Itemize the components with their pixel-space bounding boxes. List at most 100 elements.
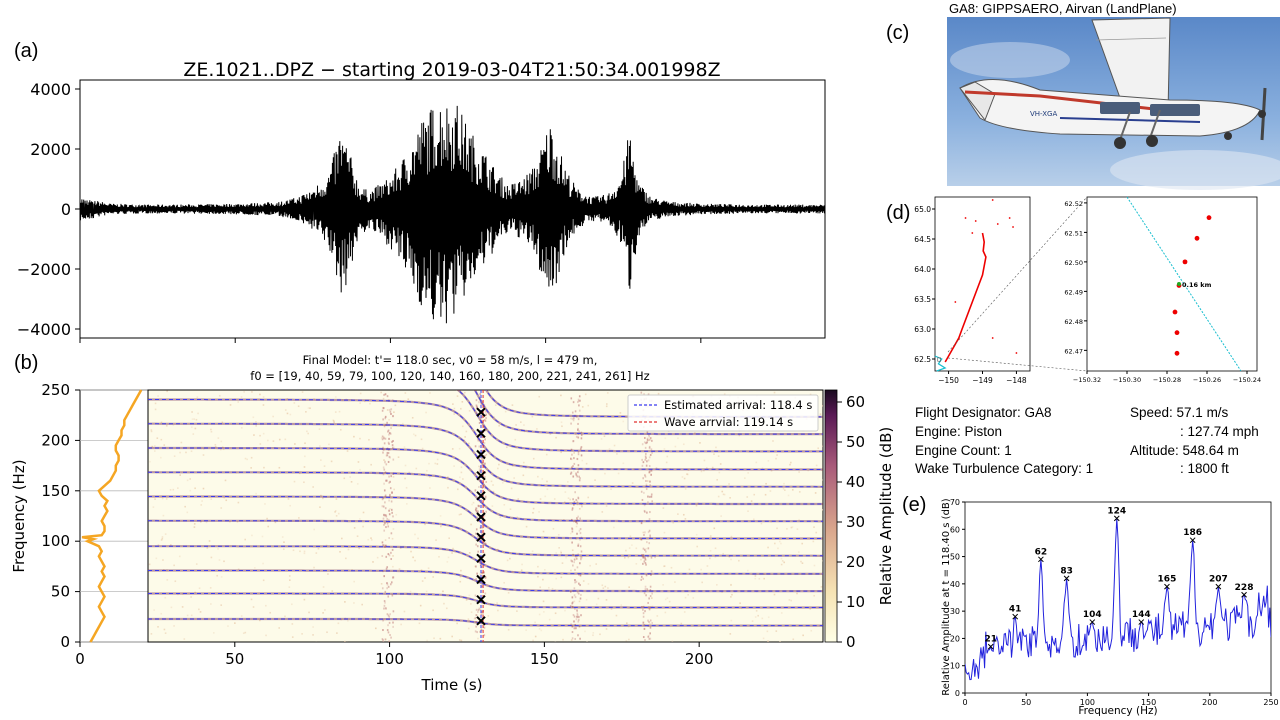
- band-speck: [650, 469, 653, 472]
- band-speck: [383, 482, 385, 485]
- band-speck: [574, 410, 577, 413]
- texture-speck: [754, 575, 757, 577]
- band-speck: [475, 507, 478, 510]
- texture-speck: [542, 530, 545, 533]
- texture-speck: [320, 459, 322, 461]
- band-speck: [576, 522, 578, 525]
- info-speed: Speed: 57.1 m/s: [1130, 405, 1229, 420]
- texture-speck: [195, 563, 198, 565]
- band-speck: [576, 609, 578, 612]
- texture-speck: [635, 563, 638, 565]
- texture-speck: [585, 462, 588, 465]
- texture-speck: [334, 411, 337, 413]
- band-speck: [389, 410, 392, 413]
- band-speck: [392, 576, 394, 579]
- band-speck: [643, 441, 646, 444]
- texture-speck: [663, 531, 666, 534]
- band-speck: [641, 555, 644, 558]
- texture-speck: [319, 506, 321, 509]
- info-engine: Engine: Piston: [915, 424, 1003, 439]
- texture-speck: [538, 511, 540, 513]
- texture-speck: [537, 565, 539, 568]
- texture-speck: [201, 500, 203, 502]
- aircraft-caption: GA8: GIPPSAERO, Airvan (LandPlane): [947, 1, 1179, 16]
- texture-speck: [815, 464, 818, 467]
- texture-speck: [557, 533, 560, 536]
- band-speck: [484, 427, 486, 430]
- band-speck: [574, 581, 576, 584]
- texture-speck: [428, 476, 431, 478]
- texture-speck: [429, 487, 431, 489]
- texture-speck: [543, 611, 545, 613]
- texture-speck: [315, 641, 318, 642]
- texture-speck: [453, 413, 455, 415]
- band-speck: [382, 446, 384, 449]
- d-right-xtick-label: −150.28: [1153, 376, 1181, 384]
- band-speck: [642, 461, 645, 464]
- band-speck: [576, 614, 579, 617]
- texture-speck: [153, 609, 155, 611]
- band-speck: [381, 498, 384, 501]
- texture-speck: [522, 461, 525, 464]
- texture-speck: [730, 558, 732, 561]
- track-point: [991, 199, 994, 201]
- band-speck: [577, 427, 579, 430]
- texture-speck: [490, 480, 493, 483]
- band-speck: [386, 582, 388, 585]
- texture-speck: [305, 411, 307, 413]
- band-speck: [477, 504, 480, 507]
- band-speck: [387, 553, 390, 556]
- texture-speck: [515, 447, 517, 449]
- texture-speck: [169, 489, 172, 491]
- band-speck: [392, 439, 394, 442]
- texture-speck: [161, 537, 164, 540]
- peak-label: 62: [1035, 547, 1048, 557]
- d-left-xtick-label: −148: [1006, 376, 1027, 385]
- texture-speck: [174, 580, 177, 583]
- texture-speck: [460, 466, 463, 469]
- texture-speck: [164, 632, 167, 634]
- a-ytick-label: 0: [61, 200, 71, 219]
- texture-speck: [563, 519, 565, 521]
- texture-speck: [191, 426, 193, 428]
- band-speck: [479, 470, 482, 473]
- band-speck: [388, 518, 390, 521]
- texture-speck: [513, 477, 515, 479]
- band-speck: [387, 631, 390, 634]
- texture-speck: [605, 405, 608, 408]
- texture-speck: [722, 552, 724, 555]
- band-speck: [648, 542, 651, 545]
- texture-speck: [649, 622, 651, 625]
- texture-speck: [392, 555, 394, 557]
- texture-speck: [464, 436, 466, 438]
- texture-speck: [628, 638, 630, 641]
- texture-speck: [699, 442, 701, 444]
- band-speck: [650, 570, 653, 573]
- texture-speck: [763, 577, 766, 580]
- texture-speck: [262, 396, 265, 398]
- texture-speck: [783, 482, 785, 485]
- texture-speck: [558, 547, 560, 549]
- band-speck: [384, 423, 387, 426]
- texture-speck: [461, 425, 464, 428]
- texture-speck: [313, 566, 315, 569]
- texture-speck: [154, 402, 157, 405]
- band-speck: [645, 457, 647, 460]
- texture-speck: [400, 623, 402, 626]
- texture-speck: [470, 603, 472, 605]
- texture-speck: [738, 559, 740, 562]
- texture-speck: [595, 603, 598, 606]
- texture-speck: [173, 564, 175, 567]
- texture-speck: [777, 547, 779, 550]
- d-left-ytick-label: 65.0: [914, 205, 931, 214]
- band-speck: [384, 393, 387, 396]
- texture-speck: [623, 556, 626, 559]
- band-speck: [474, 594, 477, 597]
- texture-speck: [779, 641, 781, 642]
- texture-speck: [481, 527, 484, 530]
- texture-speck: [778, 540, 781, 543]
- x-marker: [476, 616, 486, 626]
- texture-speck: [286, 412, 289, 415]
- texture-speck: [506, 468, 509, 471]
